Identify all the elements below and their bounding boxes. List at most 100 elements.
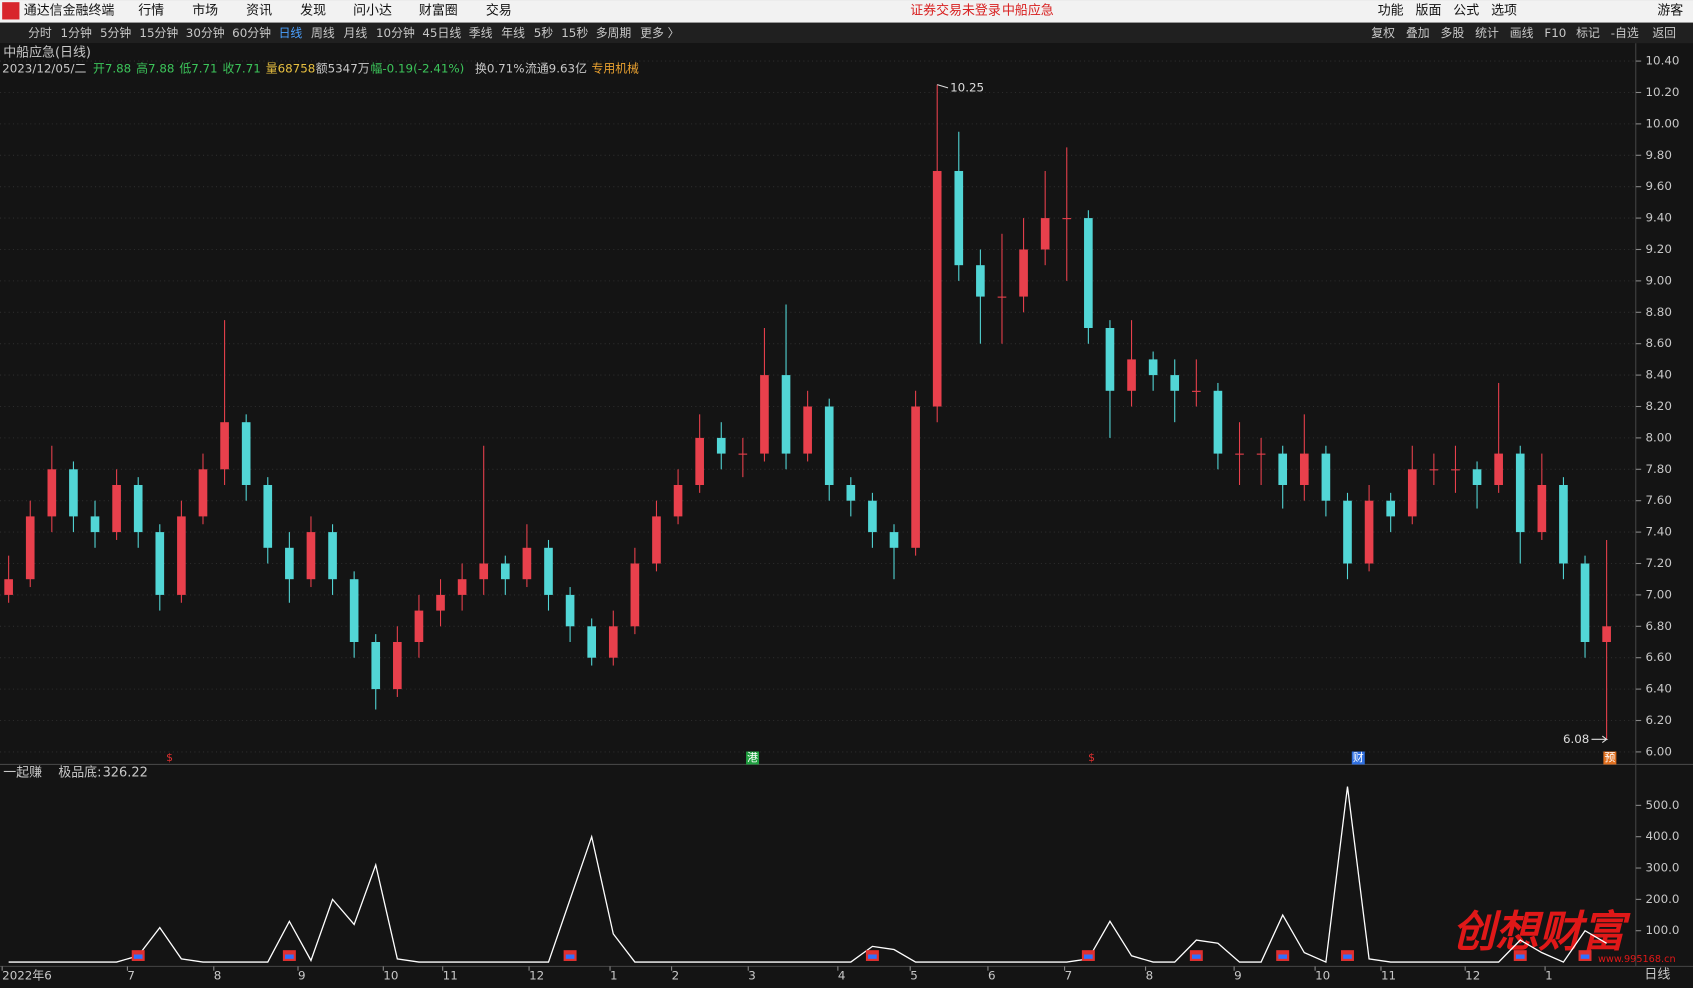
- candle-body: [673, 484, 683, 517]
- candle-body: [306, 532, 316, 580]
- candle-body: [716, 437, 726, 454]
- x-tick-label: 7: [1065, 969, 1073, 983]
- period-tab[interactable]: 45日线: [422, 26, 461, 40]
- period-tab[interactable]: 60分钟: [232, 26, 271, 40]
- period-tab[interactable]: 1分钟: [61, 26, 92, 40]
- user[interactable]: 游客: [1657, 2, 1683, 18]
- y-tick-label: 6.00: [1645, 744, 1671, 758]
- period-tab[interactable]: 15分钟: [139, 26, 178, 40]
- stock-link[interactable]: 中船应急: [1002, 2, 1054, 18]
- menu-item[interactable]: 资讯: [246, 3, 272, 18]
- signal-icon: [1278, 954, 1288, 959]
- y-tick-label: 9.60: [1645, 179, 1671, 193]
- candle-body: [868, 500, 877, 533]
- menu-item[interactable]: 版面: [1416, 3, 1442, 18]
- y-tick-label: 9.20: [1645, 242, 1671, 256]
- candle-body: [133, 484, 143, 533]
- menu-item[interactable]: 功能: [1378, 3, 1404, 18]
- candle-body: [457, 579, 467, 595]
- candle-body: [608, 626, 618, 658]
- menu-item[interactable]: 交易: [486, 2, 512, 18]
- menu-item[interactable]: 选项: [1491, 3, 1517, 18]
- period-tab[interactable]: 月线: [344, 26, 368, 40]
- menu-item[interactable]: 行情: [138, 3, 164, 18]
- tool-button[interactable]: 多股: [1441, 26, 1465, 40]
- y-tick-label: 8.20: [1645, 399, 1671, 413]
- period-tab[interactable]: 周线: [311, 26, 335, 40]
- tool-button[interactable]: 返回: [1652, 26, 1676, 40]
- x-tick-label: 7: [127, 969, 135, 983]
- candle-body: [889, 532, 899, 548]
- candle-body: [760, 375, 769, 454]
- candle-body: [1386, 500, 1395, 517]
- y-tick-label: 10.20: [1645, 85, 1679, 99]
- y-tick-label: 10.40: [1645, 54, 1679, 68]
- x-tick-label: 2022年6: [2, 969, 52, 983]
- period-tab[interactable]: 10分钟: [376, 26, 415, 40]
- period-tab[interactable]: 多周期: [596, 26, 632, 40]
- info-item: 量68758: [266, 62, 316, 76]
- period-tab[interactable]: 年线: [501, 26, 525, 40]
- event-marker[interactable]: $: [1088, 751, 1095, 764]
- candle-body: [177, 516, 186, 595]
- period-tab[interactable]: 日线: [279, 26, 303, 40]
- period-tab[interactable]: 15秒: [561, 26, 588, 40]
- tool-button[interactable]: -自选: [1611, 26, 1639, 40]
- candle-body: [846, 484, 856, 501]
- tool-button[interactable]: F10: [1544, 26, 1566, 40]
- candle-body: [1494, 453, 1503, 485]
- candle-body: [1127, 359, 1136, 391]
- menu-item[interactable]: 公式: [1453, 3, 1479, 18]
- y-tick-label: 500.0: [1645, 798, 1679, 812]
- watermark-url: www.995168.cn: [1598, 954, 1676, 965]
- period-tab[interactable]: 季线: [469, 26, 493, 40]
- period-tab[interactable]: 分时: [28, 26, 52, 40]
- indicator-label: 极品底:: [58, 765, 101, 781]
- candle-body: [781, 375, 791, 454]
- period-tab[interactable]: 更多 〉: [640, 26, 679, 40]
- candle-body: [565, 594, 575, 627]
- menu-item[interactable]: 财富圈: [419, 2, 458, 18]
- tool-button[interactable]: 叠加: [1406, 26, 1430, 40]
- period-tab[interactable]: 30分钟: [186, 26, 225, 40]
- tool-button[interactable]: 标记: [1576, 26, 1600, 40]
- main-panel: [0, 43, 1636, 765]
- candle-body: [738, 453, 748, 455]
- menu-item[interactable]: 市场: [192, 2, 218, 18]
- login-status[interactable]: 证券交易未登录: [910, 2, 1001, 18]
- candle-body: [1343, 500, 1352, 564]
- info-item: 专用机械: [591, 62, 639, 76]
- x-tick-label: 6: [988, 969, 996, 983]
- candle-body: [1580, 563, 1590, 643]
- tool-button[interactable]: 画线: [1510, 26, 1534, 40]
- event-marker[interactable]: $: [166, 751, 173, 764]
- candle-body: [630, 563, 640, 627]
- tool-button[interactable]: 统计: [1475, 26, 1499, 40]
- candle-body: [1213, 390, 1223, 454]
- candle-body: [1040, 218, 1050, 250]
- x-tick-label: 12: [529, 969, 544, 983]
- y-tick-label: 9.40: [1645, 211, 1671, 225]
- marker-bg: [1603, 751, 1617, 765]
- event-marker[interactable]: 财: [1353, 751, 1364, 764]
- toolbar: [0, 22, 1693, 44]
- tool-button[interactable]: 复权: [1371, 26, 1395, 40]
- info-item: 换0.71%: [475, 62, 525, 76]
- candle-body: [1472, 469, 1482, 485]
- period-tab[interactable]: 5分钟: [100, 26, 131, 40]
- app-title: 通达信金融终端: [24, 2, 115, 18]
- y-tick-label: 8.40: [1645, 368, 1671, 382]
- menu-item[interactable]: 发现: [300, 2, 326, 18]
- y-tick-label: 8.60: [1645, 336, 1671, 350]
- menu-item[interactable]: 问小达: [353, 3, 392, 18]
- event-marker[interactable]: 预: [1604, 751, 1615, 764]
- event-marker[interactable]: 港: [747, 751, 758, 764]
- period-tab[interactable]: 5秒: [534, 26, 554, 40]
- candle-body: [522, 547, 532, 580]
- x-tick-label: 8: [1146, 969, 1154, 983]
- candle-body: [285, 547, 294, 580]
- x-tick-label: 2: [672, 969, 680, 983]
- candle-body: [371, 642, 381, 690]
